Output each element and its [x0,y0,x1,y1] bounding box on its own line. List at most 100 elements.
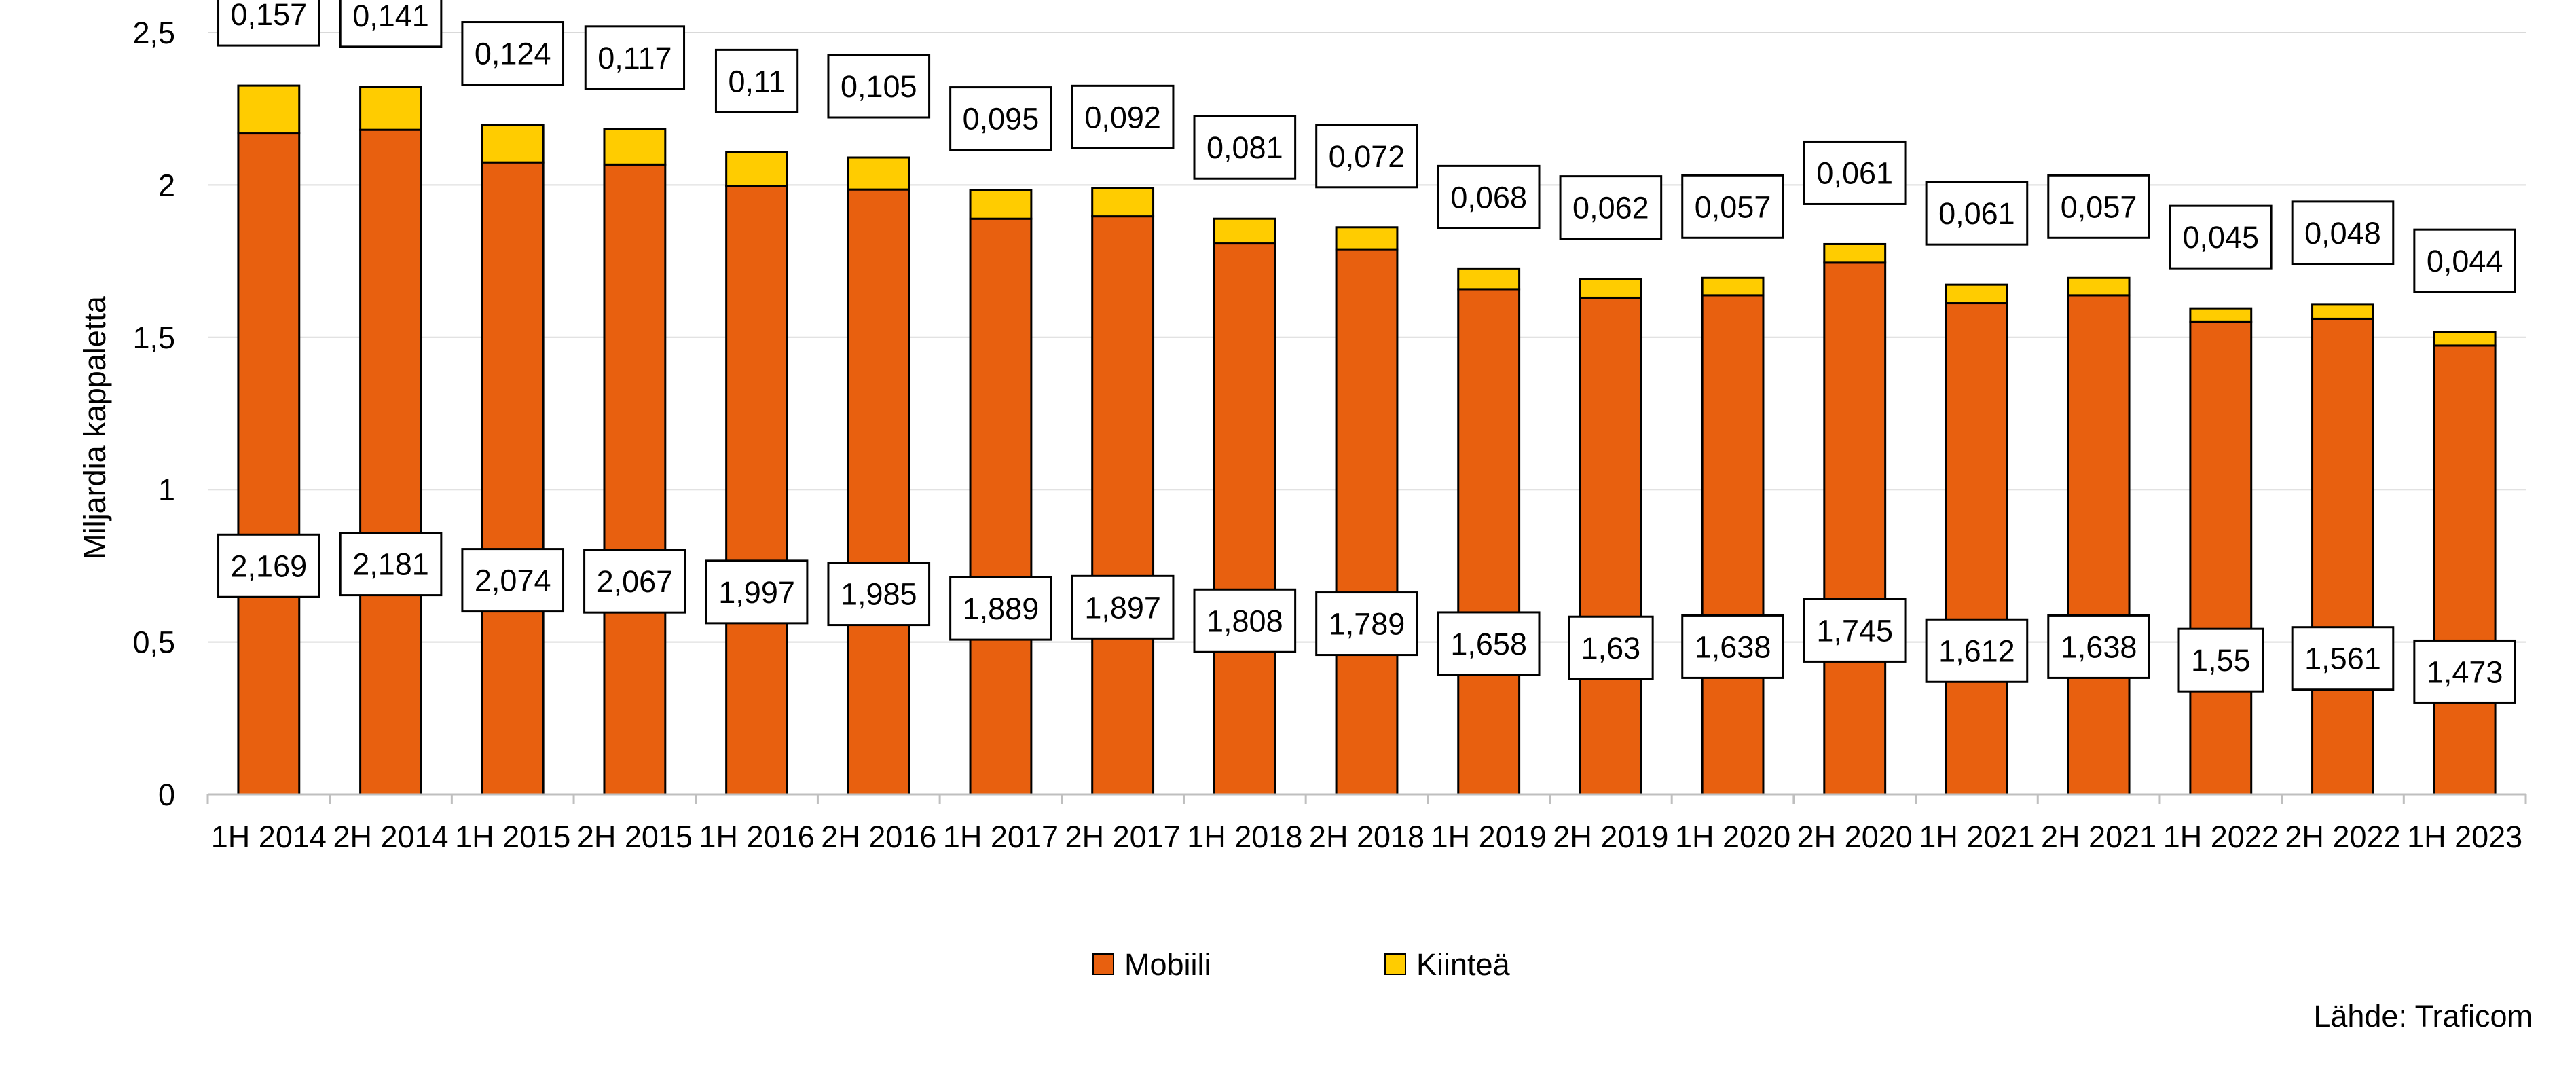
legend: Mobiili Kiinteä [1092,947,1511,982]
data-label-kiintea: 0,072 [1329,139,1405,174]
data-label-kiintea-box [1559,175,1663,240]
bar-mobiili [481,161,545,796]
data-label-mobiili-box [2291,626,2395,691]
data-label-kiintea: 0,092 [1084,100,1161,134]
data-label-mobiili-box [1803,598,1907,663]
data-label-mobiili: 1,808 [1207,604,1283,638]
bar-mobiili [1579,296,1642,796]
data-label-kiintea-box [949,86,1052,151]
bar-kiintea [2433,331,2497,347]
data-label-mobiili: 1,55 [2191,643,2251,678]
data-label-mobiili-group: 2,067 [583,549,686,614]
data-label-kiintea-group: 0,141 [339,0,443,48]
data-label-mobiili-box [461,548,565,613]
data-labels: 0,157 2,169 0,141 2,181 0,124 2,074 0,117 2,067… [217,0,2516,704]
bar-mobiili [1091,215,1155,796]
legend-item-kiintea: Kiinteä [1384,947,1511,982]
bar-kiintea [1823,242,1887,264]
data-label-mobiili: 1,897 [1084,590,1161,625]
bars [237,84,2497,796]
data-label-kiintea-box [1437,164,1541,229]
data-label-kiintea-group: 0,044 [2413,228,2516,293]
bar-mobiili [847,188,910,796]
bar-kiintea [359,86,422,131]
data-label-kiintea-box [2291,200,2395,265]
data-label-kiintea-box [1315,124,1418,189]
data-label-kiintea-group: 0,124 [461,21,565,86]
x-tick-label: 2H 2018 [1309,820,1424,854]
bar-kiintea [1701,276,1765,297]
data-label-kiintea: 0,068 [1450,180,1527,215]
data-label-mobiili-box [1315,591,1418,657]
x-tick-label: 2H 2015 [577,820,693,854]
data-label-kiintea: 0,117 [597,41,671,75]
legend-label: Kiinteä [1416,947,1511,982]
bar-mobiili [2067,294,2131,796]
data-label-mobiili-box [2177,627,2264,693]
data-label-kiintea-box [2413,228,2516,293]
axes: 0 0,5 1 1,5 2 2,5 1H 2014 2H 2014 1H 2015 2H 2015… [132,16,2527,854]
legend-swatch [1092,953,1114,975]
data-label-kiintea-group: 0,095 [949,86,1052,151]
data-label-kiintea-group: 0,105 [827,54,931,119]
data-label-kiintea: 0,057 [1695,189,1771,224]
bar-mobiili [1945,302,2008,796]
data-label-mobiili: 2,067 [597,564,674,599]
data-label-kiintea-group: 0,057 [2047,174,2150,239]
data-label-mobiili: 2,181 [352,547,429,582]
y-axis-label: Miljardia kappaletta [77,295,112,559]
data-label-mobiili-box [339,532,443,597]
bar-mobiili [2311,317,2374,796]
data-label-kiintea-group: 0,061 [1925,181,2029,246]
data-label-kiintea-box [1803,140,1907,205]
data-label-kiintea-box [1071,84,1175,149]
data-label-mobiili: 1,638 [2061,629,2137,664]
bar-kiintea [725,151,788,187]
data-label-mobiili-box [1925,618,2029,683]
x-tick-label: 1H 2023 [2407,820,2522,854]
data-label-kiintea: 0,11 [728,64,785,98]
data-label-mobiili-box [827,562,931,627]
legend-swatch [1384,953,1406,975]
y-tick-label: 0 [158,777,175,812]
bar-kiintea [847,156,910,191]
bar-mobiili [2433,344,2497,796]
x-tick-label: 1H 2021 [1919,820,2034,854]
data-label-mobiili-box [2047,614,2150,679]
data-label-mobiili: 1,997 [718,575,795,610]
data-label-mobiili-box [583,549,686,614]
data-label-mobiili-box [705,559,809,625]
data-label-mobiili: 1,561 [2304,642,2381,676]
bar-kiintea [1945,283,2008,305]
x-tick-label: 1H 2014 [211,820,327,854]
y-tick-label: 2,5 [132,16,175,50]
data-label-kiintea: 0,045 [2182,220,2259,255]
data-label-mobiili-box [1071,574,1175,640]
data-label-mobiili-group: 2,074 [461,548,565,613]
x-tick-label: 1H 2020 [1675,820,1790,854]
data-label-mobiili: 2,074 [475,564,551,598]
data-label-mobiili-box [1681,614,1784,679]
legend-label: Mobiili [1124,947,1211,982]
data-label-kiintea-group: 0,11 [714,48,799,113]
bar-kiintea [481,124,545,164]
data-label-kiintea-box [827,54,931,119]
data-label-mobiili-group: 1,63 [1568,615,1654,680]
bar-mobiili [1335,248,1399,796]
data-label-kiintea-box [339,0,443,48]
x-tick-label: 2H 2017 [1065,820,1181,854]
data-label-mobiili: 1,638 [1695,629,1771,664]
data-label-kiintea-box [1193,115,1297,180]
y-tick-label: 1 [158,473,175,507]
bar-mobiili [1701,294,1765,796]
data-label-kiintea-group: 0,062 [1559,175,1663,240]
data-label-kiintea: 0,048 [2304,216,2381,251]
data-label-mobiili-group: 1,789 [1315,591,1418,657]
x-tick-label: 1H 2022 [2163,820,2279,854]
bar-mobiili [969,217,1033,796]
source-note: Lähde: Traficom [2313,999,2533,1033]
legend-item-mobiili: Mobiili [1092,947,1211,982]
data-label-kiintea-group: 0,061 [1803,140,1907,205]
data-label-mobiili-group: 2,181 [339,532,443,597]
data-label-kiintea: 0,124 [475,37,551,71]
